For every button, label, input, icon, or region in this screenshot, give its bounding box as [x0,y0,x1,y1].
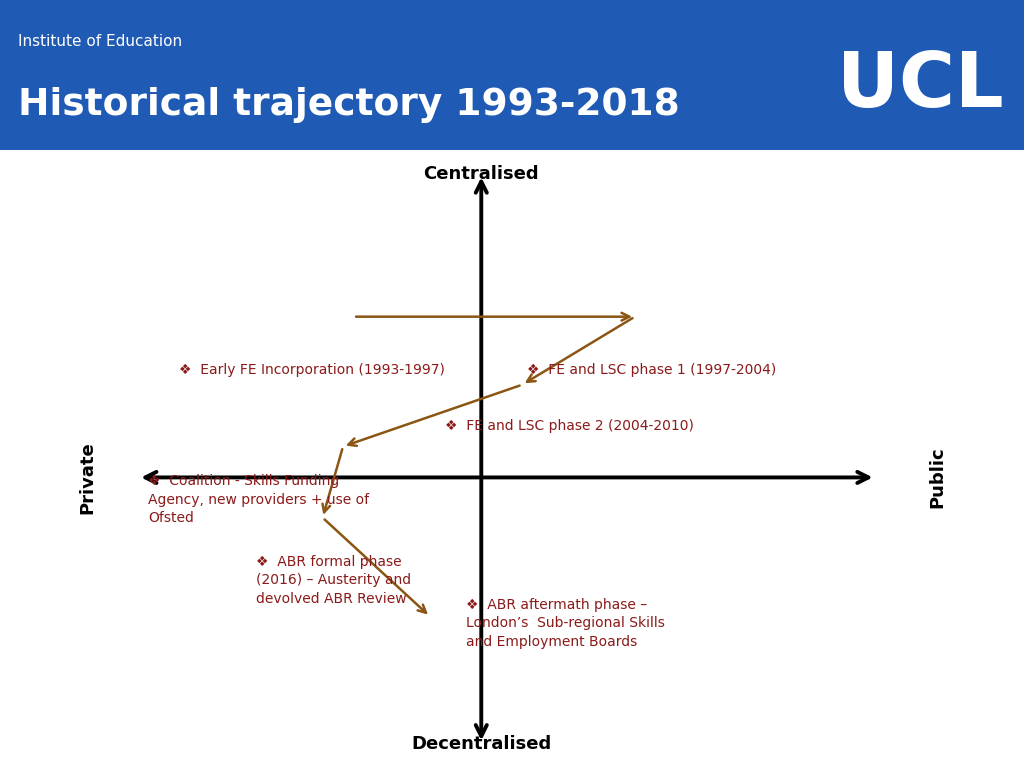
Text: Institute of Education: Institute of Education [18,35,182,49]
Text: Decentralised: Decentralised [412,734,551,753]
Text: Private: Private [78,441,96,514]
Text: ❖  FE and LSC phase 1 (1997-2004): ❖ FE and LSC phase 1 (1997-2004) [527,363,776,377]
Text: ❖  ABR formal phase
(2016) – Austerity and
devolved ABR Review: ❖ ABR formal phase (2016) – Austerity an… [256,554,411,605]
Text: ❖  FE and LSC phase 2 (2004-2010): ❖ FE and LSC phase 2 (2004-2010) [445,419,694,432]
Text: Centralised: Centralised [424,165,539,184]
Text: UCL: UCL [837,49,1004,123]
Text: Public: Public [928,447,946,508]
Text: ❖  Early FE Incorporation (1993-1997): ❖ Early FE Incorporation (1993-1997) [179,363,445,377]
Text: ❖  ABR aftermath phase –
London’s  Sub-regional Skills
and Employment Boards: ❖ ABR aftermath phase – London’s Sub-reg… [466,598,665,649]
Text: Historical trajectory 1993-2018: Historical trajectory 1993-2018 [18,87,680,123]
Text: ❖  Coalition - Skills Funding
Agency, new providers + use of
Ofsted: ❖ Coalition - Skills Funding Agency, new… [148,475,370,525]
